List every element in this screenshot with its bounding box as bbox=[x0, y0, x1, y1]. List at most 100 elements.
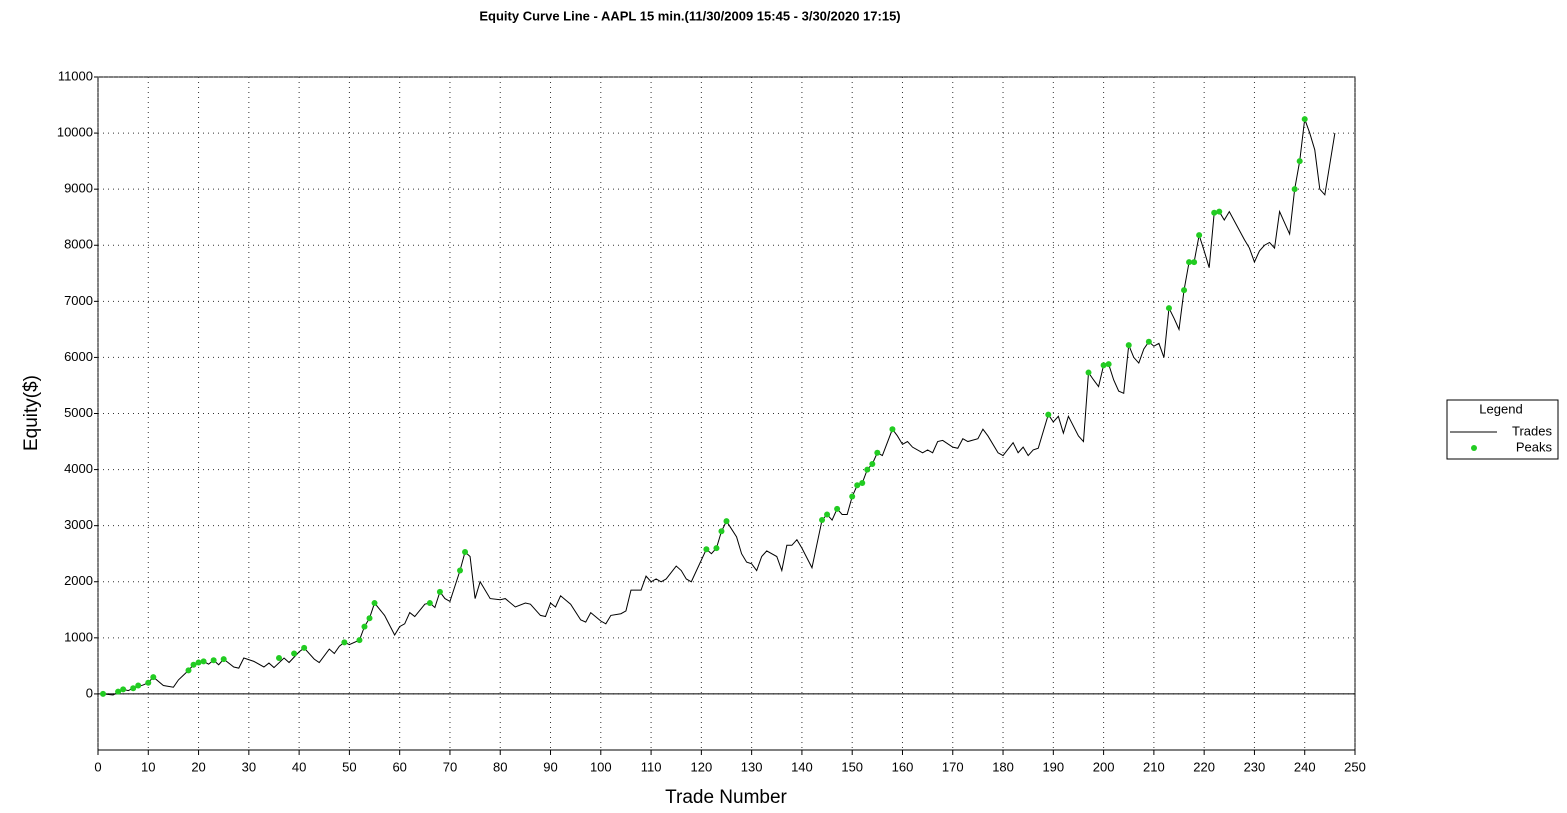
y-tick-label: 1000 bbox=[64, 629, 93, 644]
peak-point bbox=[200, 658, 207, 665]
peak-point bbox=[1196, 232, 1203, 239]
peak-point bbox=[824, 511, 831, 518]
peak-point bbox=[834, 505, 841, 512]
y-tick-label: 2000 bbox=[64, 573, 93, 588]
y-axis-label: Equity($) bbox=[21, 375, 42, 451]
peak-point bbox=[120, 686, 127, 693]
x-tick-label: 220 bbox=[1193, 759, 1215, 774]
peak-point bbox=[1165, 305, 1172, 312]
peak-point bbox=[723, 518, 730, 525]
peak-point bbox=[210, 657, 217, 664]
x-tick-label: 110 bbox=[641, 759, 662, 774]
x-tick-label: 170 bbox=[942, 759, 964, 774]
peak-point bbox=[849, 493, 856, 500]
peak-point bbox=[341, 639, 348, 646]
peak-point bbox=[864, 466, 871, 473]
x-tick-label: 190 bbox=[1042, 759, 1064, 774]
peak-point bbox=[356, 637, 363, 644]
peak-point bbox=[1186, 259, 1193, 266]
legend-label: Trades bbox=[1512, 423, 1552, 438]
x-tick-label: 70 bbox=[443, 759, 457, 774]
peak-point bbox=[291, 650, 298, 657]
peak-point bbox=[1216, 208, 1223, 215]
legend-dot bbox=[1471, 445, 1477, 451]
x-tick-label: 100 bbox=[590, 759, 612, 774]
y-tick-label: 5000 bbox=[64, 405, 93, 420]
peak-point bbox=[115, 688, 122, 695]
peak-point bbox=[145, 679, 152, 686]
x-tick-label: 0 bbox=[94, 759, 101, 774]
x-tick-label: 180 bbox=[992, 759, 1014, 774]
y-tick-label: 7000 bbox=[64, 293, 93, 308]
peak-point bbox=[889, 426, 896, 433]
y-tick-label: 4000 bbox=[64, 461, 93, 476]
peak-point bbox=[185, 667, 192, 674]
legend-box bbox=[1446, 399, 1559, 460]
peak-point bbox=[1296, 158, 1303, 165]
peak-point bbox=[1211, 209, 1218, 216]
peak-point bbox=[276, 655, 283, 662]
x-axis-label: Trade Number bbox=[665, 787, 787, 808]
peak-point bbox=[130, 685, 137, 692]
peak-point bbox=[135, 682, 142, 689]
peak-point bbox=[1181, 287, 1188, 294]
peak-point bbox=[150, 674, 157, 681]
peak-point bbox=[703, 546, 710, 553]
x-tick-label: 140 bbox=[791, 759, 813, 774]
peak-point bbox=[361, 623, 368, 630]
peak-point bbox=[713, 545, 720, 552]
x-tick-label: 160 bbox=[892, 759, 914, 774]
plot-area bbox=[97, 76, 1356, 751]
peak-point bbox=[436, 588, 443, 595]
y-tick-label: 8000 bbox=[64, 237, 93, 252]
peak-point bbox=[718, 528, 725, 535]
peak-point bbox=[426, 600, 433, 607]
x-tick-label: 240 bbox=[1294, 759, 1316, 774]
x-tick-label: 50 bbox=[342, 759, 356, 774]
peak-point bbox=[457, 567, 464, 574]
peak-point bbox=[190, 661, 197, 668]
x-tick-label: 20 bbox=[191, 759, 205, 774]
peak-point bbox=[1085, 369, 1092, 376]
peak-point bbox=[220, 656, 227, 663]
y-tick-label: 0 bbox=[86, 685, 93, 700]
legend-label: Peaks bbox=[1516, 439, 1553, 454]
peak-point bbox=[371, 600, 378, 607]
y-tick-label: 10000 bbox=[57, 125, 93, 140]
peak-point bbox=[1145, 338, 1152, 345]
peak-point bbox=[366, 615, 373, 622]
y-tick-label: 11000 bbox=[58, 68, 93, 83]
peak-point bbox=[1291, 186, 1298, 193]
x-tick-label: 250 bbox=[1344, 759, 1366, 774]
chart-title: Equity Curve Line - AAPL 15 min.(11/30/2… bbox=[479, 8, 900, 23]
peak-point bbox=[1301, 116, 1308, 123]
y-tick-label: 3000 bbox=[64, 517, 93, 532]
x-tick-label: 60 bbox=[392, 759, 406, 774]
x-tick-label: 80 bbox=[493, 759, 507, 774]
peak-point bbox=[854, 482, 861, 489]
x-tick-label: 150 bbox=[841, 759, 863, 774]
x-tick-label: 210 bbox=[1143, 759, 1165, 774]
x-tick-label: 120 bbox=[691, 759, 713, 774]
y-tick-label: 9000 bbox=[64, 181, 93, 196]
x-tick-label: 130 bbox=[741, 759, 763, 774]
x-tick-label: 200 bbox=[1093, 759, 1115, 774]
y-tick-label: 6000 bbox=[64, 349, 93, 364]
peak-point bbox=[1191, 259, 1198, 266]
peak-point bbox=[1045, 411, 1052, 418]
peak-point bbox=[874, 449, 881, 456]
peak-point bbox=[869, 460, 876, 467]
x-tick-label: 10 bbox=[141, 759, 155, 774]
x-tick-label: 90 bbox=[543, 759, 557, 774]
peak-point bbox=[301, 644, 308, 651]
peak-point bbox=[1100, 362, 1107, 369]
equity-line bbox=[102, 118, 1336, 696]
legend-title: Legend bbox=[1479, 401, 1522, 416]
peak-point bbox=[1105, 361, 1112, 368]
x-tick-label: 230 bbox=[1244, 759, 1266, 774]
peak-point bbox=[859, 480, 866, 487]
peak-point bbox=[1125, 342, 1132, 349]
x-tick-label: 40 bbox=[292, 759, 306, 774]
peak-point bbox=[819, 517, 826, 524]
